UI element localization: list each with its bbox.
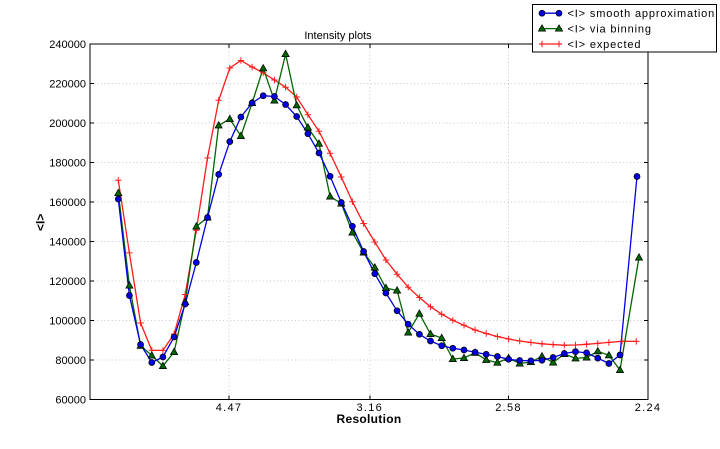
svg-text:80000: 80000 (55, 355, 86, 367)
svg-text:120000: 120000 (49, 276, 86, 288)
svg-text:2.58: 2.58 (495, 402, 522, 414)
svg-text:2.24: 2.24 (635, 402, 662, 414)
svg-text:4.47: 4.47 (216, 402, 243, 414)
svg-text:160000: 160000 (49, 197, 86, 209)
svg-text:220000: 220000 (49, 78, 86, 90)
svg-text:Resolution: Resolution (337, 412, 402, 426)
svg-text:<I>: <I> (34, 214, 48, 231)
svg-text:<I> smooth approximation: <I> smooth approximation (568, 8, 716, 20)
svg-text:<I> via binning: <I> via binning (568, 24, 652, 36)
svg-text:<I> expected: <I> expected (568, 39, 642, 51)
svg-text:60000: 60000 (55, 394, 86, 406)
svg-text:100000: 100000 (49, 315, 86, 327)
svg-text:200000: 200000 (49, 118, 86, 130)
svg-text:Intensity plots: Intensity plots (304, 30, 372, 42)
svg-text:180000: 180000 (49, 157, 86, 169)
svg-text:140000: 140000 (49, 236, 86, 248)
svg-text:240000: 240000 (49, 39, 86, 51)
svg-text:3.16: 3.16 (356, 402, 383, 414)
